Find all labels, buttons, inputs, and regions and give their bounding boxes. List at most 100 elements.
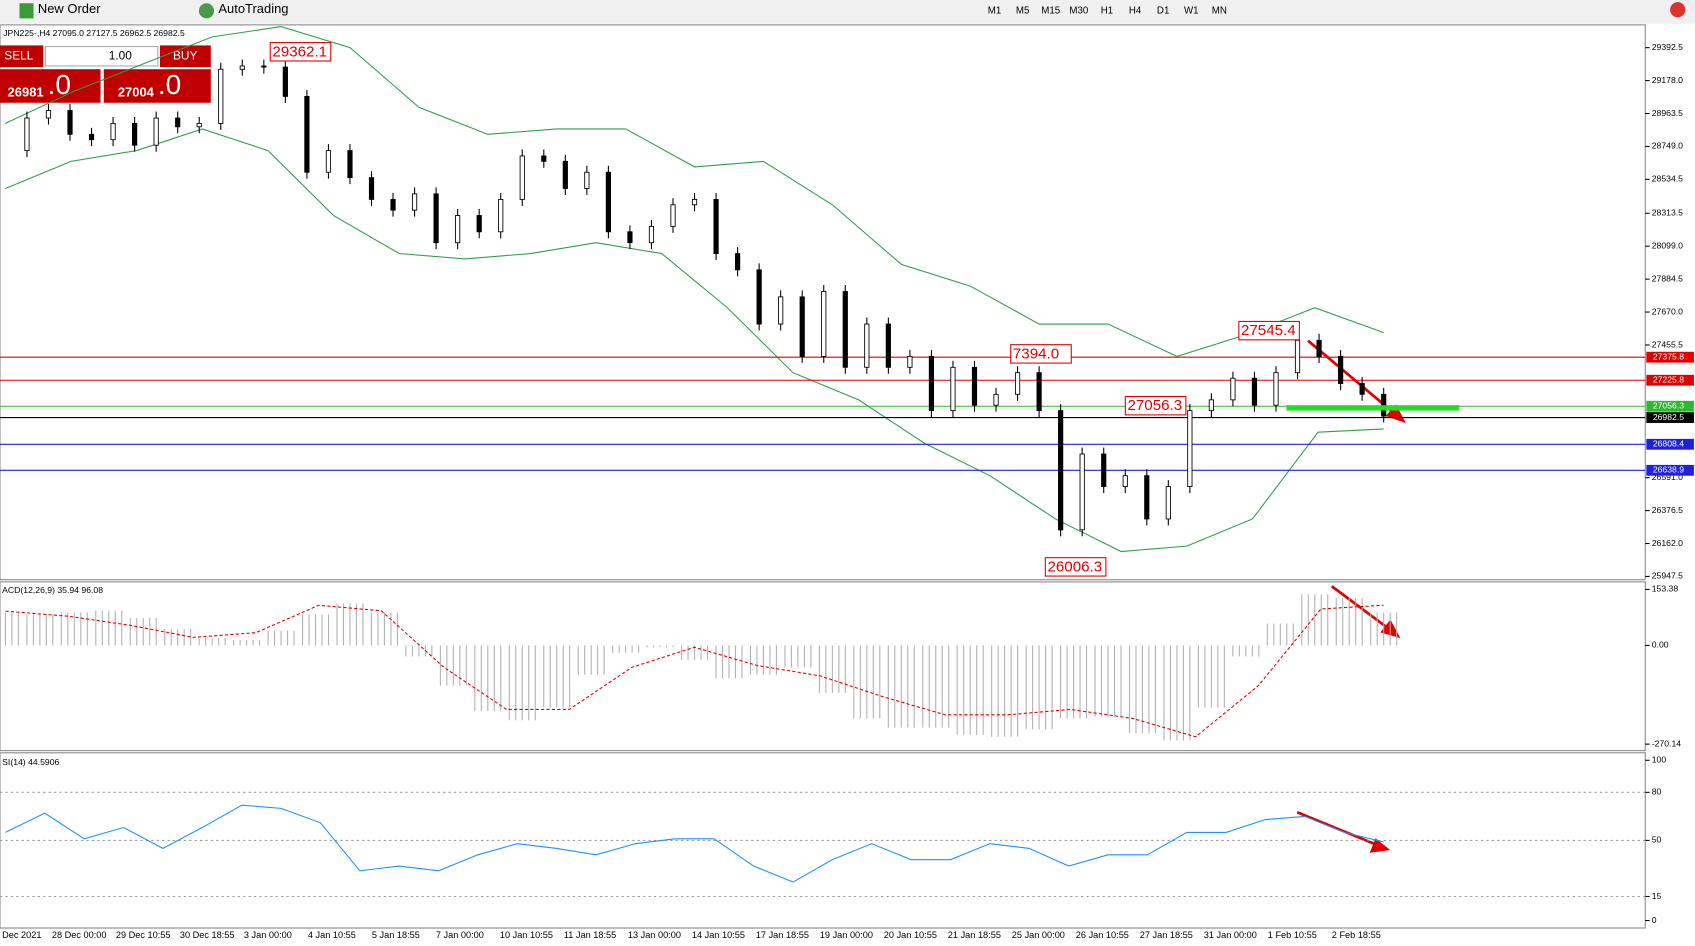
autotrading-button[interactable]: AutoTrading [218,1,288,16]
price-tag [1646,400,1694,412]
bid-box[interactable] [0,69,101,103]
timeframe-button[interactable]: M5 [1016,5,1030,16]
price-annotation-box [1238,320,1300,341]
candle [153,117,159,146]
candle [455,215,461,244]
candle [799,296,805,357]
timeframe-button[interactable]: H4 [1129,5,1142,16]
price-annotation-box [1010,344,1072,364]
price-tag-label: 27225.8 [1653,375,1684,385]
y-tick-label: 27884.5 [1652,273,1683,283]
y-tick-label: 29392.5 [1652,42,1683,52]
timeframe-button[interactable]: M15 [1041,5,1060,16]
new-order-icon[interactable] [19,3,34,19]
candle [821,291,827,357]
x-axis-label: 4 Jan 10:55 [308,930,356,940]
y-tick-label: 28313.5 [1652,208,1683,218]
candle [24,117,30,152]
timeframe-button[interactable]: MN [1212,5,1227,16]
y-tick-label: 15 [1652,891,1662,901]
x-axis-label: 14 Jan 10:55 [692,930,745,940]
timeframe-button[interactable]: H1 [1101,5,1113,16]
candle [1014,372,1021,395]
x-axis-label: Dec 2021 [2,930,41,940]
y-tick-label: 26376.5 [1652,505,1683,515]
new-order-button[interactable]: New Order [38,1,101,16]
price-annotation: 27056.3 [1127,397,1182,414]
x-axis-label: 11 Jan 18:55 [564,930,616,940]
candle [670,204,676,227]
timeframe-button[interactable]: W1 [1184,5,1199,16]
x-axis-label: 28 Dec 00:00 [52,930,107,940]
y-tick-label: 27455.5 [1652,339,1683,349]
candle [411,193,418,211]
y-tick-label: 26591.0 [1652,472,1683,482]
buy-button[interactable] [159,45,211,68]
y-tick-label: 25947.5 [1652,571,1683,581]
candle [476,215,482,233]
x-axis-label: 29 Dec 10:55 [116,930,171,940]
candle [971,366,978,406]
autotrading-icon[interactable] [198,3,215,19]
timeframe-button[interactable]: M30 [1069,5,1088,16]
candle [1144,475,1150,520]
bollinger-lower [5,128,1384,553]
candle [132,122,138,146]
candle [88,133,95,141]
candle [261,65,267,68]
trade-panel: SELL 1.00 BUY 26981 .0 27004 .0 [0,45,211,103]
candle [1294,339,1301,374]
x-axis-label: 2 Feb 18:55 [1332,930,1381,940]
timeframe-button[interactable]: M1 [988,5,1002,16]
candle [756,269,762,325]
x-axis-label: 30 Dec 18:55 [180,930,235,940]
price-annotation: 7394.0 [1013,345,1059,362]
candle [347,150,353,179]
candle [390,198,396,211]
x-axis-label: 3 Jan 00:00 [244,930,292,940]
candle [1165,486,1171,520]
candle [713,198,719,255]
lot-value[interactable]: 1.00 [109,48,133,62]
price-tag-label: 27375.8 [1653,351,1684,361]
candle [1316,339,1322,357]
candle [175,117,181,128]
sell-label[interactable]: SELL [4,48,33,62]
candle [864,323,870,368]
price-tag-label: 26808.4 [1653,439,1684,449]
candle [778,296,784,325]
candle [1273,372,1279,406]
timeframe-button[interactable]: D1 [1157,5,1169,16]
candle [907,355,913,368]
candle [627,231,633,244]
rsi-line [5,804,1384,883]
price-tag-label: 26638.9 [1653,465,1684,475]
price-annotation: 26006.3 [1047,558,1102,575]
indicator-label: ACD(12,26,9) 35.94 96.08 [2,585,103,595]
macd-signal [5,604,1384,738]
candle [993,393,999,406]
candle [541,155,547,162]
macd-panel [0,581,1646,752]
candle [239,65,245,70]
x-axis-label: 20 Jan 10:55 [884,930,937,940]
candle [1101,453,1107,488]
ask-box[interactable] [103,69,211,103]
x-axis-label: 31 Jan 00:00 [1204,930,1257,940]
sell-button[interactable] [0,45,44,68]
x-axis-label: 21 Jan 18:55 [948,930,1001,940]
price-annotation-box [1124,395,1187,416]
buy-label[interactable]: BUY [173,48,197,62]
notification[interactable] [1670,2,1686,18]
candle [735,253,741,271]
candle [304,95,310,173]
toolbar [0,0,1695,24]
y-tick-label: 28749.0 [1652,141,1683,151]
lot-field[interactable] [44,45,159,67]
candle [1187,410,1193,488]
y-tick-label: 100 [1652,755,1667,765]
candle [842,291,848,368]
x-axis-label: 10 Jan 10:55 [500,930,553,940]
x-axis-label: 17 Jan 18:55 [756,930,809,940]
